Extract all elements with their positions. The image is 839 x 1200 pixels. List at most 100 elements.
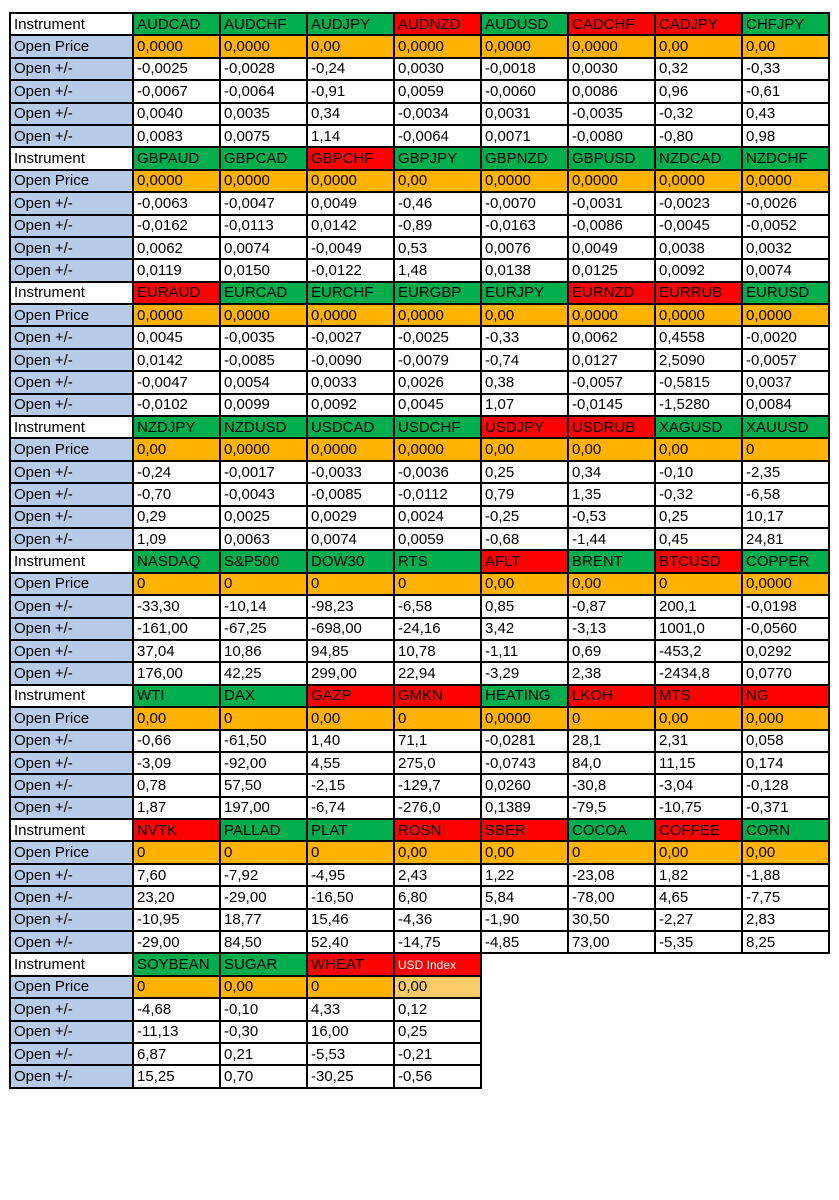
- open-change-cell: 1,14: [306, 123, 395, 149]
- open-change-cell: -79,5: [567, 795, 656, 821]
- open-change-cell: -0,0035: [219, 325, 308, 350]
- row-label-open-price: Open Price: [9, 168, 134, 194]
- open-change-cell: 84,50: [219, 929, 308, 955]
- row-label-open-change: Open +/-: [9, 325, 134, 350]
- open-change-row: Open +/- -33,30 -10,14 -98,23 -6,58 0,85 -0,87…: [9, 594, 830, 619]
- open-change-cell: 0,0024: [393, 504, 482, 530]
- open-change-cell: 6,87: [132, 1041, 221, 1067]
- open-price-row: Open Price 0 0 0 0 0,00 0,00 0 0,0000: [9, 571, 830, 597]
- row-label-open-change: Open +/-: [9, 370, 134, 395]
- open-price-cell: 0,0000: [393, 437, 482, 462]
- instrument-header-cell: MTS: [654, 683, 743, 709]
- open-change-cell: -5,53: [306, 1041, 395, 1067]
- open-change-cell: -0,0017: [219, 459, 308, 485]
- open-change-cell: -0,0026: [741, 191, 830, 216]
- open-price-cell: 0: [306, 571, 395, 597]
- instrument-header-cell: AFLT: [480, 549, 569, 574]
- open-change-cell: 0,0045: [393, 392, 482, 418]
- open-change-cell: 0,0150: [219, 258, 308, 283]
- open-change-row: Open +/- 15,25 0,70 -30,25 -0,56: [9, 1064, 829, 1089]
- open-change-cell: -0,371: [741, 795, 830, 821]
- open-change-cell: -0,0028: [219, 56, 308, 82]
- open-price-cell: 0,0000: [219, 34, 308, 59]
- instrument-header-cell: EURGBP: [393, 280, 482, 306]
- open-change-cell: 1,48: [393, 258, 482, 283]
- open-change-cell: -0,0033: [306, 459, 395, 485]
- open-change-cell: 0,0040: [132, 101, 221, 126]
- open-change-cell: -7,75: [741, 885, 830, 910]
- instrument-header-cell: NG: [741, 683, 830, 709]
- instrument-header-cell: DOW30: [306, 549, 395, 574]
- open-change-cell: 24,81: [741, 526, 830, 552]
- open-change-cell: -0,0034: [393, 101, 482, 126]
- open-change-cell: 0,0074: [219, 235, 308, 261]
- row-label-open-change: Open +/-: [9, 347, 134, 373]
- open-change-cell: 0,25: [654, 504, 743, 530]
- open-price-cell: 0: [132, 840, 221, 865]
- open-change-cell: 0,058: [741, 728, 830, 753]
- row-label-open-price: Open Price: [9, 706, 134, 731]
- open-change-cell: -2,27: [654, 907, 743, 933]
- open-price-cell: 0,0000: [654, 168, 743, 194]
- open-change-cell: -0,0057: [741, 347, 830, 373]
- open-change-cell: -0,46: [393, 191, 482, 216]
- row-label-open-change: Open +/-: [9, 482, 134, 507]
- open-change-cell: 0,0038: [654, 235, 743, 261]
- open-price-cell: 0: [219, 706, 308, 731]
- open-price-cell: 0,0000: [480, 34, 569, 59]
- open-change-cell: 0,34: [567, 459, 656, 485]
- open-change-cell: 0,98: [741, 123, 830, 149]
- instrument-header-cell: AUDNZD: [393, 11, 482, 37]
- row-label-open-change: Open +/-: [9, 191, 134, 216]
- open-change-cell: 1001,0: [654, 616, 743, 641]
- open-change-row: Open +/- 0,29 0,0025 0,0029 0,0024 -0,25 -0,53…: [9, 504, 830, 530]
- open-change-cell: -161,00: [132, 616, 221, 641]
- open-change-cell: -0,30: [219, 1019, 308, 1044]
- open-change-row: Open +/- 0,0045 -0,0035 -0,0027 -0,0025 -0,33…: [9, 325, 830, 350]
- open-change-row: Open +/- -11,13 -0,30 16,00 0,25: [9, 1019, 829, 1044]
- open-change-cell: -0,10: [219, 997, 308, 1022]
- instrument-header-cell: GBPNZD: [480, 146, 569, 171]
- open-change-cell: -0,0086: [567, 213, 656, 238]
- open-change-cell: 15,25: [132, 1064, 221, 1089]
- open-change-cell: 0,0292: [741, 638, 830, 664]
- open-change-cell: -0,80: [654, 123, 743, 149]
- open-change-cell: -67,25: [219, 616, 308, 641]
- open-change-cell: 0,21: [219, 1041, 308, 1067]
- empty-cell: [481, 998, 568, 1021]
- empty-cell: [481, 1065, 568, 1088]
- open-change-cell: -1,88: [741, 862, 830, 888]
- instrument-header-cell: DAX: [219, 683, 308, 709]
- open-change-cell: -0,0060: [480, 79, 569, 104]
- open-price-cell: 0,0000: [567, 303, 656, 328]
- open-change-cell: -0,61: [741, 79, 830, 104]
- open-price-row: Open Price 0,00 0,0000 0,0000 0,0000 0,00 0,00…: [9, 437, 830, 462]
- open-change-cell: -30,25: [306, 1064, 395, 1089]
- open-change-cell: 0,4558: [654, 325, 743, 350]
- open-change-cell: 197,00: [219, 795, 308, 821]
- open-change-cell: -4,68: [132, 997, 221, 1022]
- open-change-row: Open +/- -0,24 -0,0017 -0,0033 -0,0036 0,25 0,…: [9, 459, 830, 485]
- row-label-open-price: Open Price: [9, 437, 134, 462]
- instrument-header-row: Instrument NASDAQ S&P500 DOW30 RTS AFLT BRENT B…: [9, 549, 830, 574]
- open-change-cell: 0,29: [132, 504, 221, 530]
- open-change-cell: -33,30: [132, 594, 221, 619]
- row-label-instrument: Instrument: [9, 415, 134, 440]
- open-change-cell: -1,5280: [654, 392, 743, 418]
- open-change-cell: 0,1389: [480, 795, 569, 821]
- row-label-open-change: Open +/-: [9, 56, 134, 82]
- row-label-open-change: Open +/-: [9, 459, 134, 485]
- open-price-cell: 0,00: [306, 706, 395, 731]
- open-change-cell: -0,5815: [654, 370, 743, 395]
- open-change-cell: -698,00: [306, 616, 395, 641]
- open-price-cell: 0,0000: [306, 303, 395, 328]
- open-change-cell: -0,10: [654, 459, 743, 485]
- row-label-open-change: Open +/-: [9, 773, 134, 798]
- instrument-header-cell: USDRUB: [567, 415, 656, 440]
- open-price-cell: 0: [741, 437, 830, 462]
- instrument-header-cell: PLAT: [306, 818, 395, 843]
- open-change-cell: -29,00: [132, 929, 221, 955]
- open-price-cell: 0,00: [132, 437, 221, 462]
- open-change-row: Open +/- -29,00 84,50 52,40 -14,75 -4,85 73,00…: [9, 929, 830, 955]
- empty-cell: [568, 998, 655, 1021]
